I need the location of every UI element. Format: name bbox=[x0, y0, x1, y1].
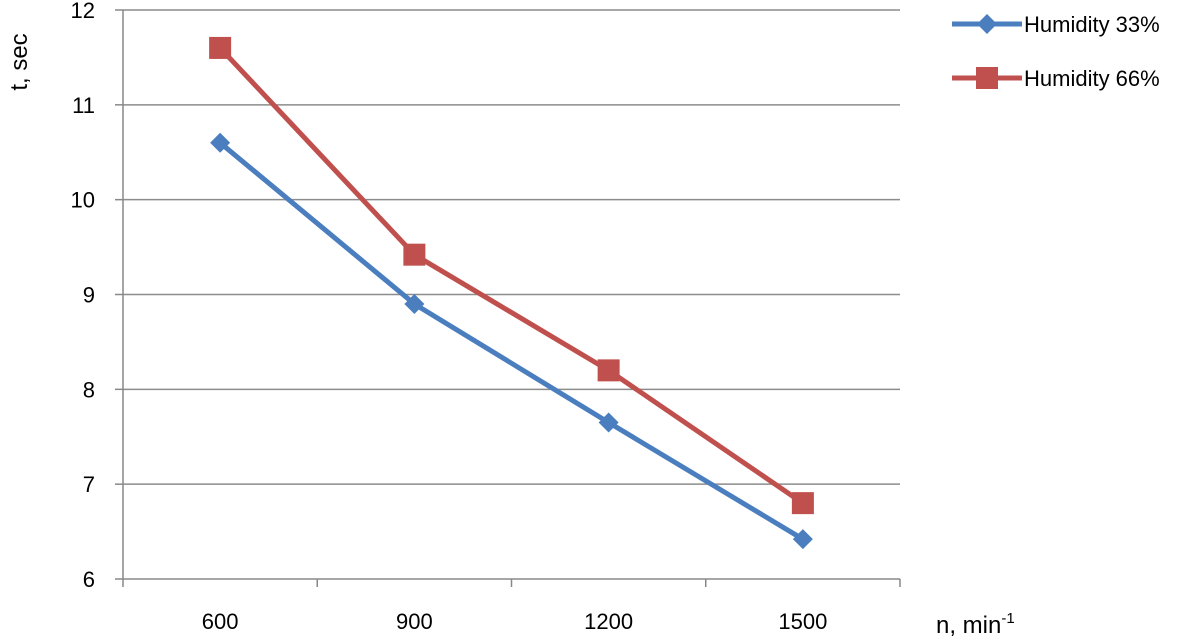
y-tick-labels: 6 7 8 9 10 11 12 bbox=[71, 0, 95, 592]
x-tick-label: 900 bbox=[396, 609, 433, 634]
data-point bbox=[597, 359, 620, 382]
x-axis-title: n, min-1 bbox=[936, 610, 1015, 639]
series-line bbox=[218, 140, 805, 542]
gridlines bbox=[115, 9, 901, 587]
data-point bbox=[792, 529, 813, 550]
legend-item: Humidity 33% bbox=[952, 12, 1160, 37]
x-tick-label: 1500 bbox=[778, 609, 827, 634]
x-tick-labels: 600 900 1200 1500 bbox=[202, 609, 828, 634]
data-point bbox=[404, 293, 425, 314]
series-2 bbox=[209, 36, 814, 515]
data-point bbox=[791, 492, 814, 515]
y-tick-label: 9 bbox=[83, 283, 95, 308]
axes bbox=[122, 10, 900, 580]
legend: Humidity 33% Humidity 66% bbox=[952, 12, 1160, 91]
x-tick-label: 1200 bbox=[584, 609, 633, 634]
data-point bbox=[210, 132, 231, 153]
x-axis-title-superscript: -1 bbox=[1001, 610, 1014, 627]
legend-label: Humidity 66% bbox=[1024, 66, 1160, 91]
series-line bbox=[218, 46, 805, 506]
series-1 bbox=[210, 132, 813, 550]
legend-label: Humidity 33% bbox=[1024, 12, 1160, 37]
legend-marker bbox=[976, 67, 998, 89]
series-group bbox=[209, 36, 814, 550]
y-tick-label: 6 bbox=[83, 567, 95, 592]
data-point bbox=[403, 243, 426, 266]
y-axis-title: t, sec bbox=[6, 33, 33, 90]
y-tick-label: 10 bbox=[71, 188, 95, 213]
y-tick-label: 7 bbox=[83, 472, 95, 497]
y-tick-label: 11 bbox=[72, 93, 95, 118]
x-axis-title-base: n, min bbox=[936, 612, 1001, 639]
legend-marker bbox=[977, 14, 997, 34]
data-point bbox=[598, 412, 619, 433]
legend-item: Humidity 66% bbox=[952, 66, 1160, 91]
y-tick-label: 12 bbox=[71, 0, 95, 23]
x-tick-label: 600 bbox=[202, 609, 239, 634]
y-tick-label: 8 bbox=[83, 377, 95, 402]
data-point bbox=[209, 36, 232, 59]
